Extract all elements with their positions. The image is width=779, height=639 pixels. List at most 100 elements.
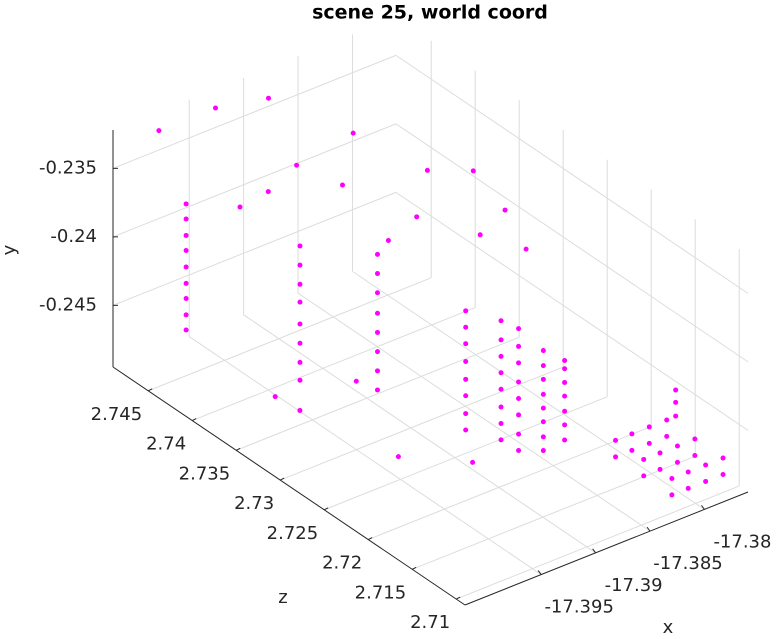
point — [374, 290, 380, 296]
point — [629, 431, 635, 437]
point — [516, 412, 522, 418]
point — [657, 466, 663, 472]
point — [374, 368, 380, 374]
y-axis-label: y — [0, 244, 20, 255]
point — [498, 353, 504, 359]
point — [265, 189, 271, 195]
z-tick-label: 2.73 — [234, 493, 274, 514]
point — [498, 318, 504, 324]
z-tick — [235, 447, 241, 451]
point — [669, 475, 675, 481]
point — [374, 329, 380, 335]
point — [692, 436, 698, 442]
grid-line — [192, 307, 476, 422]
point — [664, 433, 670, 439]
point — [562, 408, 568, 414]
point — [613, 437, 619, 443]
point — [540, 448, 546, 454]
point — [463, 393, 469, 399]
point — [183, 232, 189, 238]
point — [516, 395, 522, 401]
z-tick — [411, 566, 417, 570]
point — [540, 419, 546, 425]
point — [374, 310, 380, 316]
point — [540, 391, 546, 397]
point — [562, 358, 568, 364]
x-tick-label: -17.39 — [605, 575, 663, 596]
point — [374, 349, 380, 355]
point — [516, 448, 522, 454]
z-tick-label: 2.725 — [267, 523, 319, 544]
z-tick — [367, 537, 373, 540]
y-tick-label: -0.24 — [50, 226, 97, 247]
point — [183, 312, 189, 318]
point — [297, 262, 303, 268]
point — [673, 387, 679, 393]
y-tick-label: -0.235 — [39, 157, 97, 178]
point — [297, 281, 303, 287]
z-axis — [112, 366, 466, 606]
grid-line — [236, 336, 520, 451]
point — [540, 434, 546, 440]
point — [516, 343, 522, 349]
point — [562, 366, 568, 372]
z-tick-label: 2.735 — [179, 463, 231, 484]
point — [516, 326, 522, 332]
point — [720, 471, 726, 477]
point — [498, 420, 504, 426]
grid-line — [395, 191, 749, 431]
grid-line — [243, 314, 596, 554]
point — [657, 450, 663, 456]
point — [703, 462, 709, 468]
point — [424, 167, 430, 173]
point — [294, 162, 300, 168]
point — [720, 455, 726, 461]
z-tick — [323, 507, 329, 511]
point — [703, 478, 709, 484]
point — [297, 359, 303, 365]
point — [613, 454, 619, 460]
x-axis — [464, 491, 749, 606]
x-axis-label: x — [663, 617, 674, 638]
point — [183, 327, 189, 333]
point — [297, 321, 303, 327]
x-tick-label: -17.395 — [544, 597, 613, 618]
point — [498, 437, 504, 443]
z-tick — [191, 418, 197, 421]
point — [673, 399, 679, 405]
point — [297, 340, 303, 346]
point — [516, 379, 522, 385]
point — [516, 360, 522, 366]
x-tick-label: -17.38 — [713, 531, 771, 552]
point — [183, 264, 189, 270]
x-tick — [646, 526, 651, 532]
point — [374, 387, 380, 393]
point — [674, 443, 680, 449]
point — [463, 341, 469, 347]
point — [183, 248, 189, 254]
point — [272, 394, 278, 400]
z-tick — [279, 477, 285, 481]
point — [646, 440, 652, 446]
point — [237, 204, 243, 210]
grid-line — [395, 54, 749, 294]
point — [463, 427, 469, 433]
point — [502, 207, 508, 213]
point — [498, 404, 504, 410]
point — [470, 168, 476, 174]
point — [562, 437, 568, 443]
x-tick — [701, 505, 705, 510]
point — [477, 232, 483, 238]
point — [516, 431, 522, 437]
point — [463, 411, 469, 417]
grid-line — [297, 292, 651, 532]
point — [629, 447, 635, 453]
point — [183, 295, 189, 301]
grid-line — [324, 396, 608, 511]
grid-line — [412, 455, 696, 570]
point — [692, 452, 698, 458]
z-tick — [147, 388, 153, 392]
point — [498, 370, 504, 376]
grid-line — [112, 123, 397, 238]
